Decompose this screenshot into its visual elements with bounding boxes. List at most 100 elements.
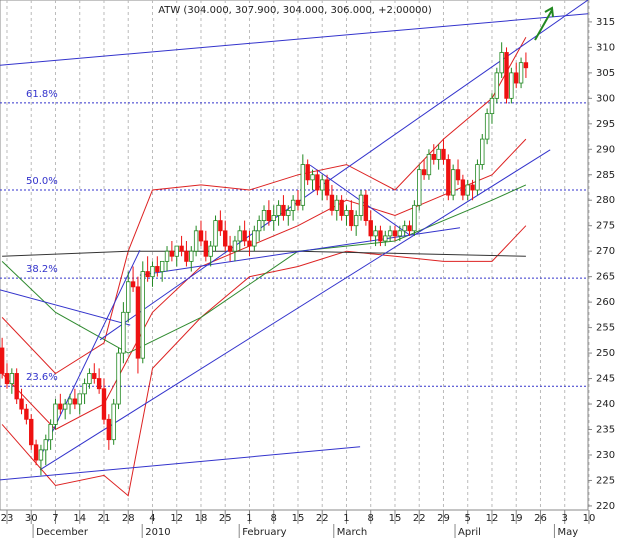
candle-body [4, 373, 10, 385]
candle-body [518, 62, 524, 84]
candle-body [470, 184, 475, 191]
candle-body [232, 240, 238, 252]
candle-body [514, 72, 519, 84]
month-label: April [458, 527, 481, 538]
candle-body [247, 240, 252, 247]
candle-body [431, 153, 436, 160]
y-tick-label: 295 [596, 119, 615, 130]
y-tick-label: 225 [596, 475, 615, 486]
x-tick-label: 26 [534, 513, 547, 524]
candle-body [281, 204, 286, 216]
candle-body [392, 230, 398, 237]
x-tick-label: 7 [52, 513, 58, 524]
x-tick-label: 12 [486, 513, 499, 524]
candle-body [111, 403, 116, 441]
overlay-line [0, 13, 589, 66]
candle-body [324, 179, 330, 196]
fib-label: 50.0% [26, 176, 58, 187]
candle-body [242, 230, 247, 242]
candle-body [227, 245, 233, 252]
candle-body [193, 230, 199, 252]
candle-body [237, 230, 242, 242]
candle-body [349, 210, 354, 227]
x-tick-label: 23 [1, 513, 14, 524]
candle-body [29, 418, 34, 446]
candle-body [38, 449, 44, 461]
x-tick-label: 29 [437, 513, 450, 524]
candle-body [101, 388, 107, 420]
y-tick-label: 275 [596, 221, 615, 232]
month-label: February [242, 527, 286, 538]
y-tick-label: 235 [596, 425, 615, 436]
candle-body [465, 184, 470, 196]
candle-body [475, 164, 480, 191]
axes: 2202252302352402452502552602652702752802… [1, 17, 615, 538]
candle-body [363, 194, 369, 222]
fib-label: 38.2% [26, 264, 58, 275]
candle-body [310, 174, 315, 181]
candle-body [19, 398, 24, 410]
candle-body [218, 220, 223, 232]
fib-label: 61.8% [26, 89, 58, 100]
candle-body [504, 52, 509, 99]
y-tick-label: 240 [596, 399, 615, 410]
month-label: May [557, 527, 578, 538]
overlay-line [0, 446, 361, 481]
candle-body [286, 210, 291, 216]
y-tick-label: 285 [596, 170, 615, 181]
candle-body [315, 174, 320, 191]
x-tick-label: 22 [316, 513, 329, 524]
y-tick-label: 255 [596, 323, 615, 334]
candle-body [126, 281, 131, 313]
y-tick-label: 250 [596, 348, 615, 359]
chart-title: ATW (304.000, 307.900, 304.000, 306.000,… [158, 5, 432, 16]
candle-body [67, 398, 73, 405]
candle-body [24, 408, 29, 420]
candle-body [223, 230, 228, 247]
plot-area [0, 0, 589, 511]
candle-body [116, 352, 121, 405]
x-tick-label: 15 [292, 513, 305, 524]
x-tick-label: 19 [510, 513, 523, 524]
candle-body [130, 281, 136, 288]
candle-body [213, 220, 218, 247]
candle-body [96, 378, 102, 390]
candle-body [407, 225, 412, 232]
candle-body [344, 210, 349, 216]
x-tick-label: 30 [25, 513, 38, 524]
candle-body [208, 245, 213, 257]
overlay-line [2, 250, 526, 257]
candle-body [358, 194, 364, 216]
x-tick-label: 28 [122, 513, 135, 524]
candle-body [484, 113, 490, 140]
x-tick-label: 18 [195, 513, 208, 524]
x-tick-label: 8 [368, 513, 374, 524]
overlay-line [139, 227, 461, 276]
y-tick-label: 270 [596, 246, 615, 257]
candle-body [203, 240, 209, 257]
candle-body [300, 164, 306, 206]
candle-body [305, 164, 310, 181]
month-label: December [36, 527, 89, 538]
candle-body [198, 230, 204, 242]
x-tick-label: 3 [562, 513, 568, 524]
candle-body [412, 204, 417, 232]
candle-body [140, 271, 145, 359]
y-tick-label: 290 [596, 144, 615, 155]
x-tick-label: 5 [465, 513, 471, 524]
y-tick-label: 280 [596, 195, 615, 206]
candle-body [184, 250, 189, 262]
candle-body [499, 52, 504, 74]
candle-body [421, 169, 427, 176]
candle-body [509, 72, 514, 99]
candle-body [72, 398, 78, 405]
x-tick-label: 22 [413, 513, 426, 524]
candle-body [159, 260, 165, 272]
candle-body [174, 245, 179, 257]
candle-body [169, 250, 175, 257]
candle-body [276, 204, 281, 216]
candle-body [441, 148, 446, 160]
x-tick-label: 4 [149, 513, 155, 524]
y-tick-label: 230 [596, 450, 615, 461]
